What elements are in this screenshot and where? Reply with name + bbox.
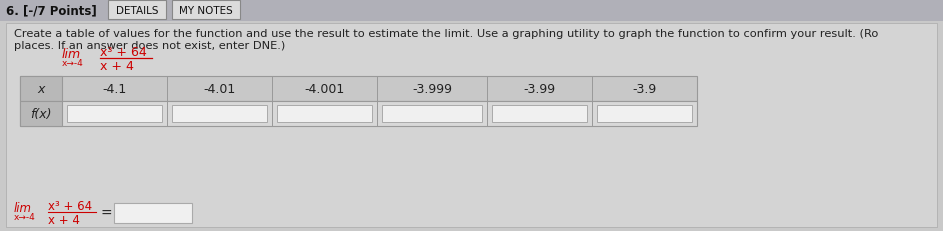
FancyBboxPatch shape (382, 106, 482, 122)
Text: 6. [-/7 Points]: 6. [-/7 Points] (6, 4, 97, 17)
Text: x→-4: x→-4 (14, 213, 36, 222)
Text: x + 4: x + 4 (48, 214, 80, 227)
FancyBboxPatch shape (20, 77, 697, 102)
Text: DETAILS: DETAILS (116, 6, 158, 16)
Text: -3.999: -3.999 (412, 83, 452, 96)
Text: Create a table of values for the function and use the result to estimate the lim: Create a table of values for the functio… (14, 29, 878, 39)
Text: -3.9: -3.9 (633, 83, 656, 96)
Text: places. If an answer does not exist, enter DNE.): places. If an answer does not exist, ent… (14, 41, 285, 51)
Text: f(x): f(x) (30, 108, 52, 121)
Text: x: x (38, 83, 44, 96)
Text: =: = (100, 206, 111, 220)
Text: -4.1: -4.1 (103, 83, 126, 96)
FancyBboxPatch shape (20, 77, 62, 102)
Text: x³ + 64: x³ + 64 (100, 46, 147, 59)
FancyBboxPatch shape (0, 0, 943, 22)
Text: x + 4: x + 4 (100, 59, 134, 72)
FancyBboxPatch shape (114, 203, 192, 223)
Text: lim: lim (62, 48, 81, 61)
FancyBboxPatch shape (6, 24, 937, 227)
Text: x³ + 64: x³ + 64 (48, 200, 92, 213)
FancyBboxPatch shape (492, 106, 587, 122)
FancyBboxPatch shape (108, 1, 166, 20)
FancyBboxPatch shape (67, 106, 162, 122)
FancyBboxPatch shape (20, 102, 697, 126)
FancyBboxPatch shape (597, 106, 692, 122)
Text: lim: lim (14, 202, 32, 215)
Text: -3.99: -3.99 (523, 83, 555, 96)
FancyBboxPatch shape (172, 1, 240, 20)
Text: x→-4: x→-4 (62, 59, 84, 68)
FancyBboxPatch shape (20, 102, 62, 126)
Text: -4.01: -4.01 (204, 83, 236, 96)
Text: -4.001: -4.001 (305, 83, 344, 96)
FancyBboxPatch shape (277, 106, 372, 122)
FancyBboxPatch shape (172, 106, 267, 122)
Text: MY NOTES: MY NOTES (179, 6, 233, 16)
